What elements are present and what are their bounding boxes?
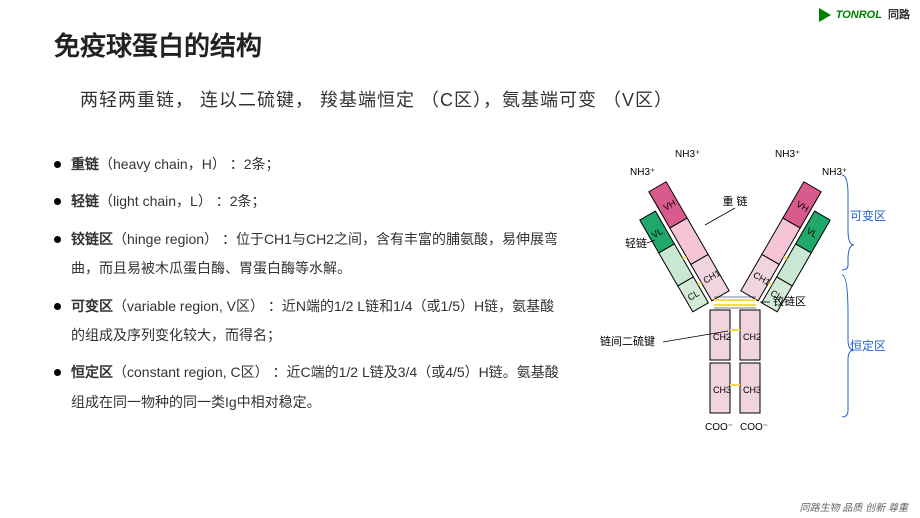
svg-text:NH3⁺: NH3⁺ — [775, 149, 800, 160]
svg-text:轻链: 轻链 — [625, 236, 647, 250]
svg-text:CH3: CH3 — [713, 385, 731, 395]
bullet-list: 重链（heavy chain，H） ：2条； 轻链（light chain，L） … — [54, 150, 564, 425]
svg-text:NH3⁺: NH3⁺ — [630, 167, 655, 178]
svg-text:NH3⁺: NH3⁺ — [822, 167, 847, 178]
bullet-text: 铰链区（hinge region） ：位于CH1与CH2之间，含有丰富的脯氨酸，… — [71, 225, 564, 284]
bullet-text: 恒定区（constant region, C区） ：近C端的1/2 L链及3/4… — [71, 358, 564, 417]
logo-cn: 同路 — [888, 9, 910, 21]
svg-text:CH2: CH2 — [713, 332, 731, 342]
bullet-text: 可变区（variable region, V区） ：近N端的1/2 L链和1/4… — [71, 292, 564, 351]
antibody-diagram: VHVLCH1CLVHVLCH1CLCH2CH2CH3CH3NH3⁺NH3⁺NH… — [570, 145, 900, 495]
logo: TONROL 同路 — [819, 6, 910, 22]
bullet-dot-icon — [54, 303, 61, 310]
svg-text:恒定区: 恒定区 — [850, 338, 886, 353]
list-item: 可变区（variable region, V区） ：近N端的1/2 L链和1/4… — [54, 292, 564, 351]
svg-text:COO⁻: COO⁻ — [740, 422, 768, 433]
bullet-dot-icon — [54, 369, 61, 376]
bullet-dot-icon — [54, 161, 61, 168]
svg-text:重 链: 重 链 — [722, 194, 747, 208]
page-title: 免疫球蛋白的结构 — [54, 26, 262, 63]
svg-text:CH3: CH3 — [743, 385, 761, 395]
logo-triangle-icon — [819, 8, 831, 22]
list-item: 恒定区（constant region, C区） ：近C端的1/2 L链及3/4… — [54, 358, 564, 417]
footer-text: 同路生物 品质 创新 尊重 — [800, 499, 908, 514]
svg-text:铰链区: 铰链区 — [773, 294, 806, 308]
svg-text:链间二硫键: 链间二硫键 — [600, 334, 655, 348]
subtitle: 两轻两重链， 连以二硫键， 羧基端恒定 （C区），氨基端可变 （V区） — [80, 86, 673, 112]
svg-text:可变区: 可变区 — [850, 208, 886, 223]
svg-text:NH3⁺: NH3⁺ — [675, 149, 700, 160]
bullet-dot-icon — [54, 198, 61, 205]
bullet-dot-icon — [54, 236, 61, 243]
logo-brand: TONROL — [836, 9, 882, 21]
list-item: 轻链（light chain，L） ：2条； — [54, 187, 564, 216]
bullet-text: 重链（heavy chain，H） ：2条； — [71, 150, 280, 179]
bullet-text: 轻链（light chain，L） ：2条； — [71, 187, 266, 216]
svg-text:COO⁻: COO⁻ — [705, 422, 733, 433]
list-item: 铰链区（hinge region） ：位于CH1与CH2之间，含有丰富的脯氨酸，… — [54, 225, 564, 284]
list-item: 重链（heavy chain，H） ：2条； — [54, 150, 564, 179]
svg-text:CH2: CH2 — [743, 332, 761, 342]
